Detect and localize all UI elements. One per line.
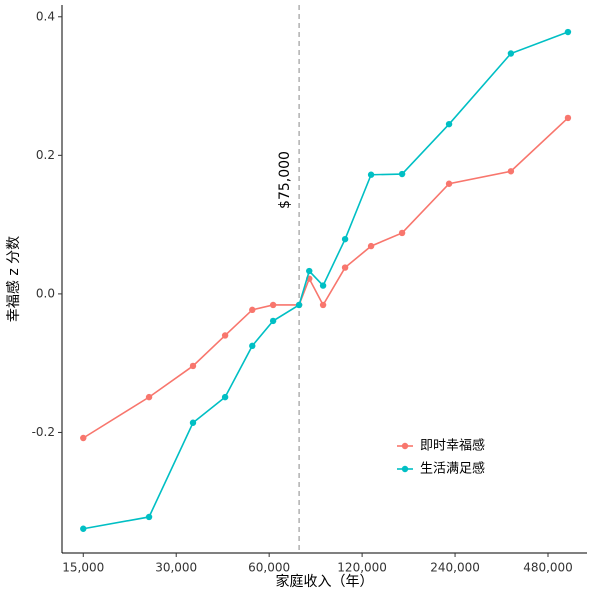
y-tick-label: 0.0	[36, 286, 55, 300]
point	[319, 301, 327, 309]
point	[564, 114, 572, 122]
y-tick-label: -0.2	[32, 425, 55, 439]
point	[367, 171, 375, 178]
x-tick-label: 30,000	[155, 561, 197, 575]
point	[249, 342, 256, 350]
point	[398, 229, 406, 237]
legend-label: 即时幸福感	[420, 438, 485, 454]
legend-marker	[401, 465, 409, 473]
point	[445, 180, 453, 187]
legend-marker	[401, 442, 409, 450]
point	[507, 168, 515, 175]
x-tick-label: 120,000	[337, 561, 387, 575]
point	[295, 301, 303, 309]
y-tick-label: 0.2	[36, 148, 55, 162]
point	[221, 332, 229, 339]
series-line	[83, 31, 569, 530]
point	[249, 306, 256, 314]
point	[367, 242, 375, 250]
point	[80, 434, 87, 442]
point	[269, 301, 277, 309]
x-tick-label: 480,000	[523, 561, 573, 575]
point	[507, 50, 515, 57]
annotation: $75,000	[277, 151, 293, 209]
point	[189, 419, 197, 426]
x-tick-label: 240,000	[430, 561, 480, 575]
point	[221, 393, 229, 401]
point	[306, 267, 313, 275]
point	[319, 282, 327, 289]
x-tick-label: 15,000	[62, 561, 104, 575]
point	[341, 235, 349, 243]
point	[145, 513, 153, 521]
y-tick-label: 0.4	[36, 9, 55, 23]
point	[341, 264, 349, 271]
series-line	[82, 117, 569, 439]
point	[189, 362, 197, 370]
point	[269, 317, 277, 325]
x-tick-label: 60,000	[248, 561, 290, 575]
point	[445, 120, 453, 128]
point	[398, 170, 406, 178]
legend-label: 生活满足感	[420, 461, 485, 477]
point	[564, 28, 572, 36]
point	[80, 525, 87, 532]
point	[145, 393, 153, 401]
x-axis-title: 家庭收入（年）	[276, 573, 374, 590]
y-axis-title: 幸福感 z 分数	[5, 236, 22, 322]
